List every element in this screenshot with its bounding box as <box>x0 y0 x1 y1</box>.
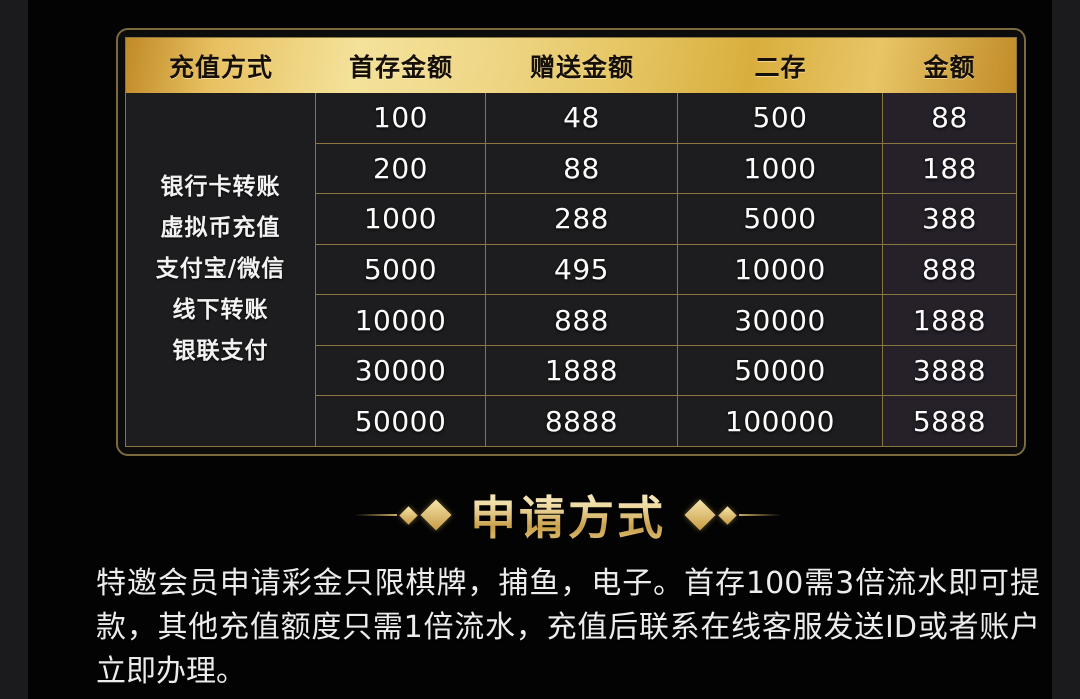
cell-bonus: 288 <box>486 194 678 244</box>
cell-bonus: 88 <box>486 143 678 194</box>
cell-first-deposit: 5000 <box>316 244 486 295</box>
section-title-text: 申请方式 <box>470 482 666 548</box>
table-header-cell-bonus: 赠送金额 <box>529 52 634 82</box>
table-row: 50000 8888 100000 5888 <box>316 396 1016 446</box>
cell-amount: 88 <box>883 93 1016 143</box>
table-row: 30000 1888 50000 3888 <box>316 345 1016 397</box>
table-header-cell-first-deposit: 首存金额 <box>348 52 453 82</box>
table-body: 银行卡转账 虚拟币充值 支付宝/微信 线下转账 银联支付 100 48 500 … <box>126 93 1016 446</box>
payment-method-item: 虚拟币充值 <box>160 215 281 241</box>
cell-bonus: 8888 <box>486 396 678 446</box>
cell-first-deposit: 10000 <box>316 295 486 345</box>
cell-second-deposit: 5000 <box>678 194 883 244</box>
cell-amount: 1888 <box>883 295 1016 345</box>
cell-first-deposit: 50000 <box>316 396 486 446</box>
table-row: 1000 288 5000 388 <box>316 194 1016 245</box>
cell-second-deposit: 500 <box>678 93 883 143</box>
cell-second-deposit: 50000 <box>678 345 883 396</box>
cell-first-deposit: 30000 <box>316 345 486 396</box>
diamond-ornament-left-icon <box>355 499 452 531</box>
terms-note: 特邀会员申请彩金只限棋牌，捕鱼，电子。首存100需3倍流水即可提款，其他充值额度… <box>96 566 1040 689</box>
table-row: 200 88 1000 188 <box>316 143 1016 195</box>
diamond-ornament-right-icon <box>684 499 781 531</box>
cell-bonus: 888 <box>486 295 678 345</box>
cell-second-deposit: 1000 <box>678 143 883 194</box>
bonus-table: 充值方式 首存金额 赠送金额 二存 金额 银行卡转账 虚拟币充值 支付宝/微信 … <box>125 37 1017 447</box>
table-rows: 100 48 500 88 200 88 1000 188 1000 <box>316 93 1016 446</box>
table-header-cell-method: 充值方式 <box>168 52 273 82</box>
cell-second-deposit: 100000 <box>678 396 883 446</box>
cell-amount: 3888 <box>883 345 1016 396</box>
section-title: 申请方式 <box>28 482 1080 548</box>
payment-method-item: 支付宝/微信 <box>155 256 286 282</box>
table-header-cell-second-deposit: 二存 <box>754 52 807 82</box>
cell-second-deposit: 10000 <box>678 244 883 295</box>
payment-methods-cell: 银行卡转账 虚拟币充值 支付宝/微信 线下转账 银联支付 <box>126 93 316 446</box>
payment-method-item: 银联支付 <box>172 338 269 364</box>
cell-first-deposit: 200 <box>316 143 486 194</box>
payment-method-item: 银行卡转账 <box>160 174 281 200</box>
cell-amount: 5888 <box>883 396 1016 446</box>
table-row: 10000 888 30000 1888 <box>316 295 1016 346</box>
table-row: 100 48 500 88 <box>316 93 1016 144</box>
table-header-cell-amount: 金额 <box>923 52 976 82</box>
cell-second-deposit: 30000 <box>678 295 883 345</box>
cell-first-deposit: 1000 <box>316 194 486 244</box>
right-rail <box>1052 0 1080 699</box>
cell-bonus: 495 <box>486 244 678 295</box>
cell-amount: 388 <box>883 194 1016 244</box>
cell-bonus: 48 <box>486 93 678 143</box>
table-row: 5000 495 10000 888 <box>316 244 1016 296</box>
cell-amount: 188 <box>883 143 1016 194</box>
bonus-table-frame: 充值方式 首存金额 赠送金额 二存 金额 银行卡转账 虚拟币充值 支付宝/微信 … <box>116 28 1026 456</box>
payment-method-item: 线下转账 <box>172 297 269 323</box>
cell-first-deposit: 100 <box>316 93 486 143</box>
cell-amount: 888 <box>883 244 1016 295</box>
cell-bonus: 1888 <box>486 345 678 396</box>
content-canvas: 充值方式 首存金额 赠送金额 二存 金额 银行卡转账 虚拟币充值 支付宝/微信 … <box>28 0 1052 699</box>
left-rail <box>0 0 28 699</box>
table-header-row: 充值方式 首存金额 赠送金额 二存 金额 <box>126 38 1016 93</box>
